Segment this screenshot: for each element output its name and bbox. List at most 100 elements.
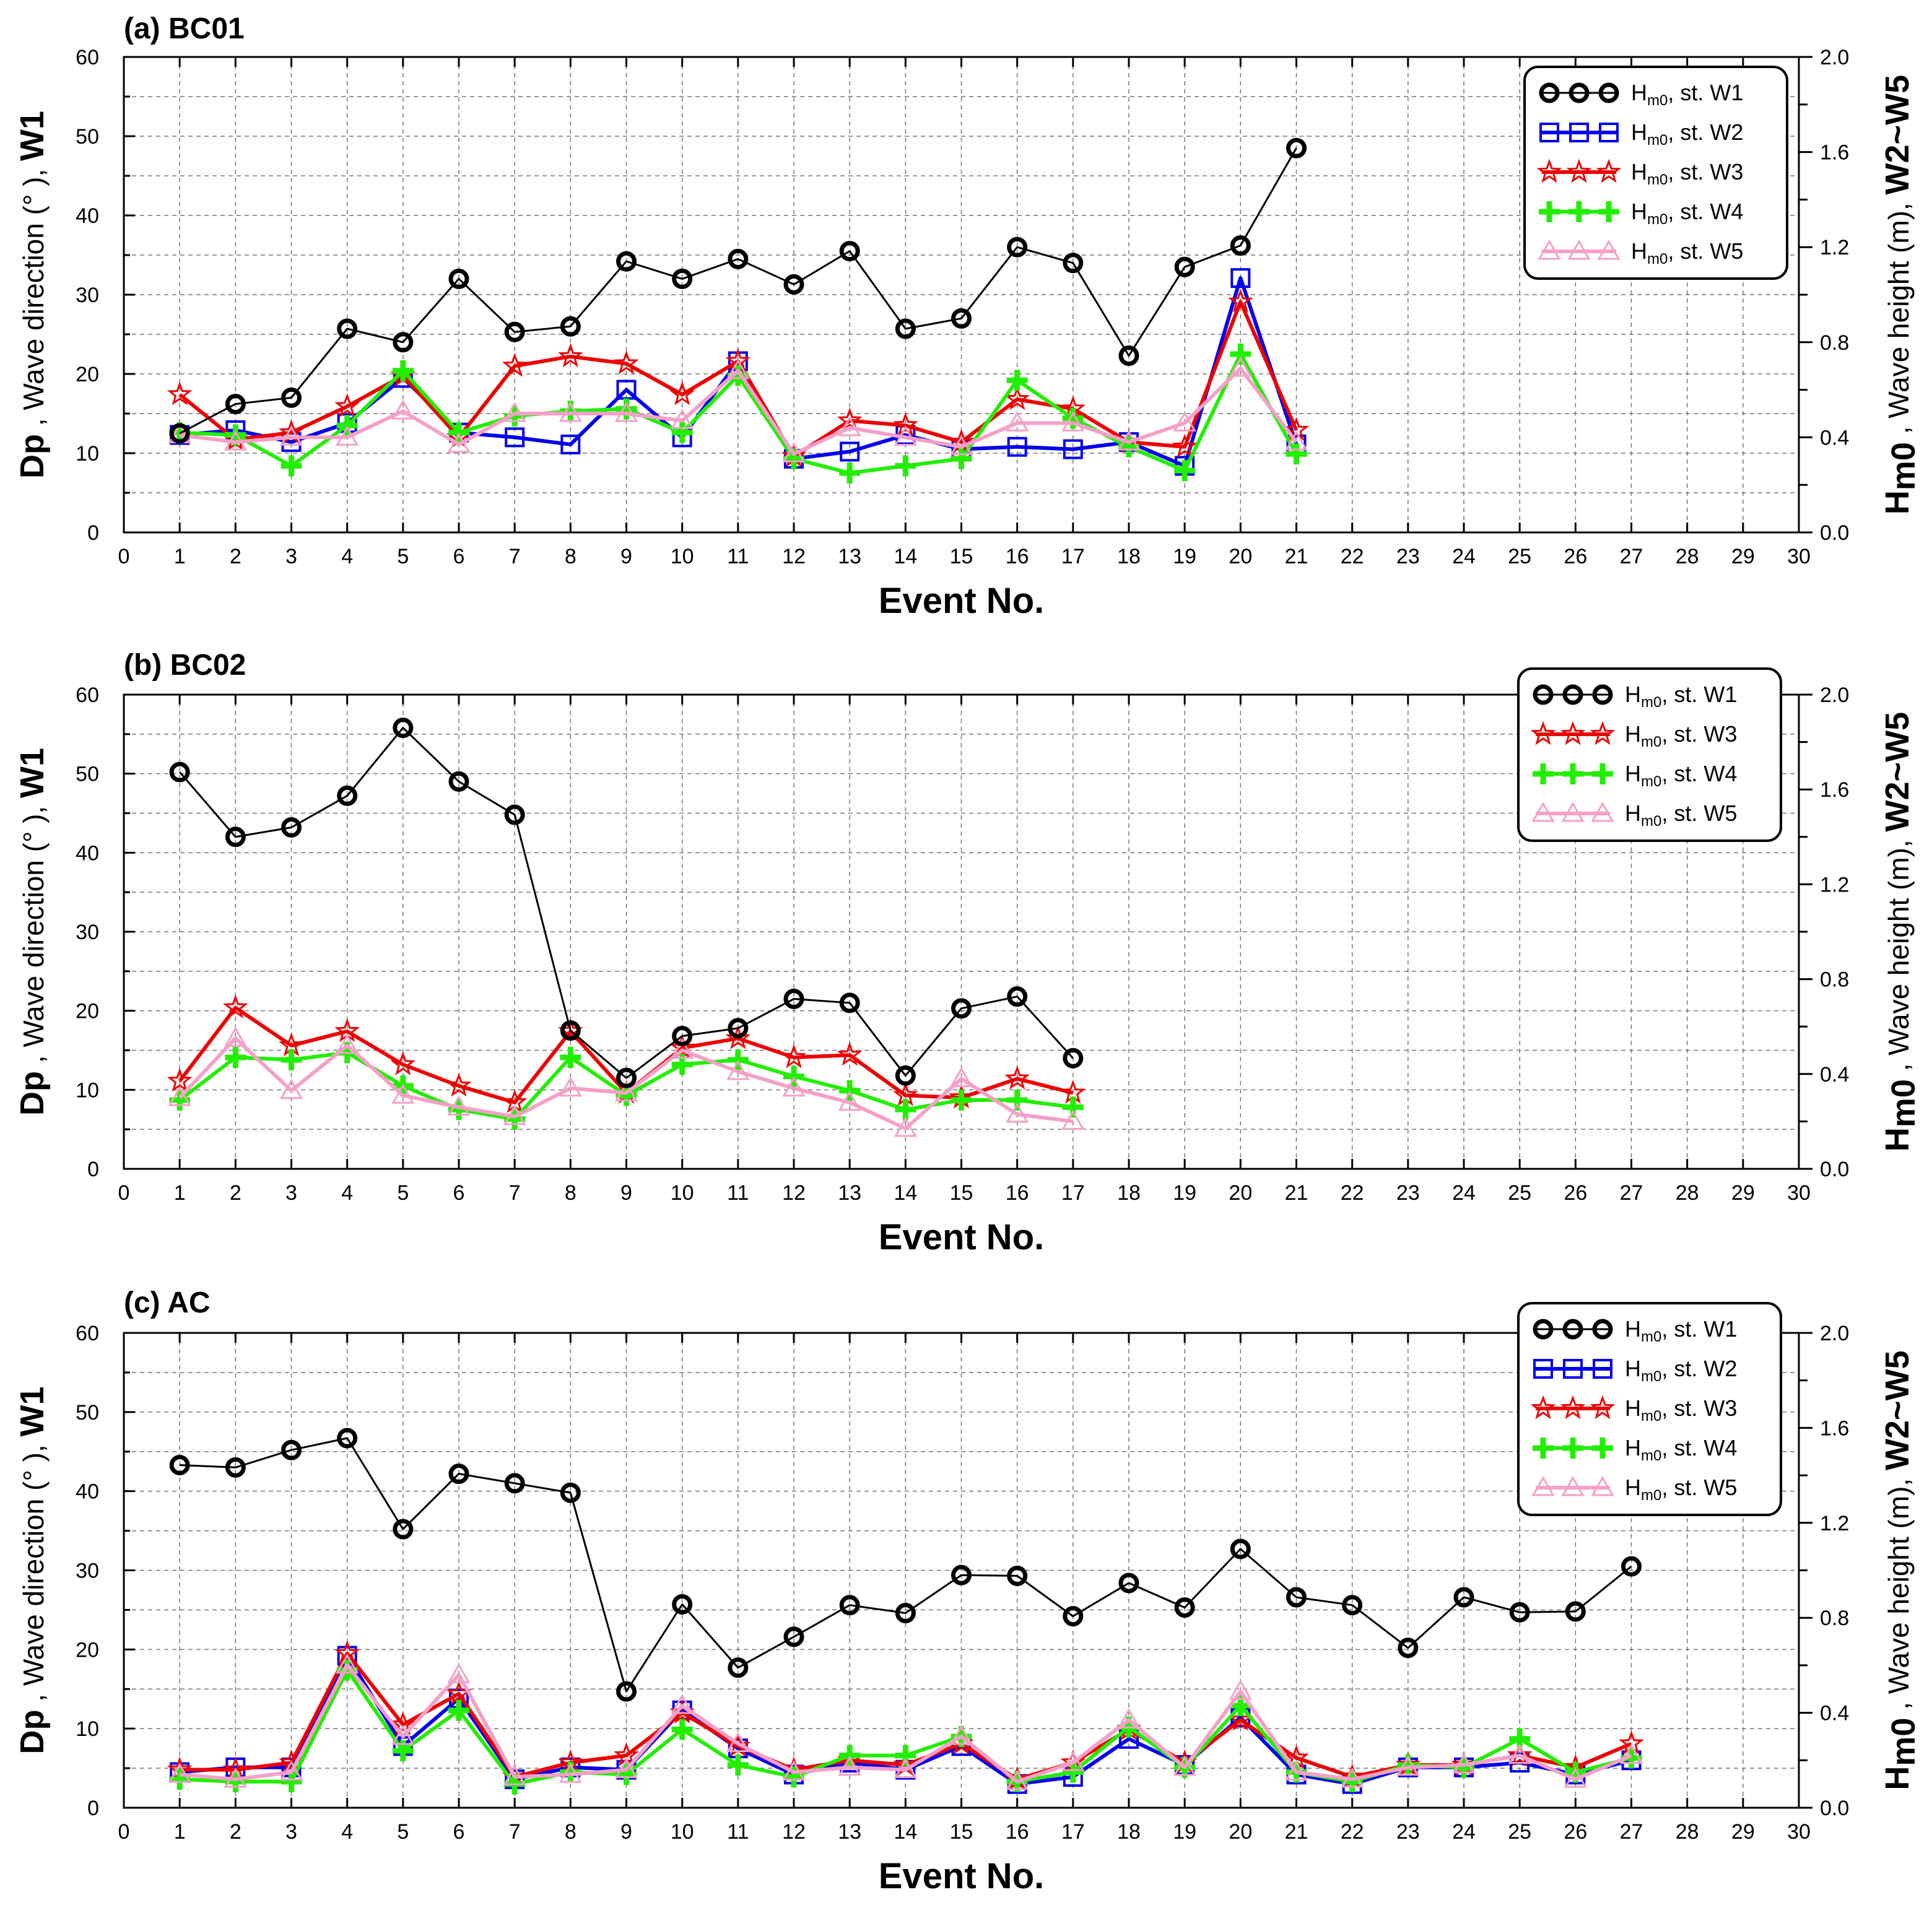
x-tick-label: 7 [509,1820,521,1844]
y-right-tick-label: 0.0 [1820,1797,1849,1820]
data-point [614,350,639,375]
legend-label: Hm0, st. W1 [1625,682,1737,711]
data-point [783,1626,804,1647]
legend-label-rest: , st. W3 [1668,159,1743,184]
x-tick-label: 15 [950,1181,973,1205]
x-tick-label: 28 [1676,1820,1699,1844]
data-point [614,1758,638,1779]
y-right-label-prefix: H [1879,1766,1916,1790]
data-point [168,1763,191,1783]
y-right-tick-label: 2.0 [1820,1322,1849,1345]
legend-box [1517,667,1782,842]
panel-title: (a) BC01 [124,12,245,45]
legend-marker [1569,201,1590,222]
legend-marker [1561,1475,1585,1496]
data-point [1565,1601,1586,1622]
x-tick-label: 27 [1620,1820,1643,1844]
y-right-tick-label: 1.6 [1820,141,1849,165]
data-point [894,1116,917,1137]
data-point [393,332,414,353]
x-tick-label: 5 [397,545,409,568]
y-right-tick-label: 0.4 [1820,1702,1849,1725]
data-point [1063,1048,1084,1069]
x-tick-label: 2 [230,1820,242,1844]
data-point [1341,1767,1364,1788]
x-tick-label: 12 [782,545,806,568]
x-tick-label: 7 [509,545,521,568]
x-tick-label: 19 [1173,1181,1196,1205]
data-point [1452,1753,1476,1774]
data-point [169,1454,190,1475]
data-point [336,425,359,446]
data-point [725,1025,751,1049]
y-left-label-prefix: Dp [14,1710,51,1755]
legend-label-rest: , st. W4 [1661,1435,1737,1460]
x-tick-label: 9 [620,1820,632,1844]
x-tick-label: 27 [1620,545,1643,568]
chart-panel-3: 0 1 2 3 4 5 6 7 8 9 10 11 12 13 14 15 16 17 18 19 20 21 22 23 24… [14,1286,1922,1896]
data-point [728,1657,749,1678]
x-tick-label: 23 [1396,1181,1420,1205]
data-point [1007,436,1027,457]
y-left-label-suffix: W1 [14,1386,51,1436]
legend-marker [1569,82,1590,103]
y-right-label-sub: m0 [1885,442,1922,490]
legend-label-sub: m0 [1641,734,1661,750]
data-point [1230,235,1251,256]
legend-marker [1531,1475,1555,1496]
x-tick-label: 17 [1061,1820,1085,1844]
y-left-label-text: , Wave direction (° ), [17,798,50,1071]
data-point [1062,1761,1084,1783]
data-point [223,994,248,1018]
x-tick-label: 14 [894,545,917,568]
legend-label-sub: m0 [1641,1368,1661,1385]
data-point [279,1760,303,1781]
data-point [224,430,247,451]
legend-marker [1592,684,1613,705]
legend-marker [1567,239,1591,260]
y-left-tick-label: 20 [76,1638,99,1662]
y-left-tick-label: 40 [76,841,99,865]
y-left-tick-label: 60 [76,46,99,69]
data-point [560,1482,581,1503]
legend-marker [1533,684,1554,705]
series-hm0-st-w1 [169,137,1307,444]
data-point [448,1699,469,1721]
y-right-tick-label: 0.4 [1820,426,1849,449]
legend-label-rest: , st. W5 [1661,1475,1737,1500]
x-tick-label: 5 [397,1820,409,1844]
y-left-tick-label: 40 [76,204,99,228]
data-point [838,1090,861,1111]
data-point [337,785,358,806]
data-point [894,425,917,446]
chart-panel-1: 0 1 2 3 4 5 6 7 8 9 10 11 12 13 14 15 16 17 18 19 20 21 22 23 24… [14,12,1922,621]
data-point [1007,236,1028,258]
x-tick-label: 25 [1508,545,1531,568]
data-point [671,1719,693,1740]
y-left-tick-label: 10 [76,1078,99,1102]
data-point [334,393,360,417]
legend-marker [1598,82,1619,103]
y-right-tick-label: 1.2 [1820,873,1849,896]
data-point [502,352,528,377]
data-point [167,381,193,406]
x-tick-label: 29 [1731,545,1755,568]
data-point [949,435,973,456]
legend-marker [1591,1475,1614,1496]
legend-label: Hm0, st. W4 [1625,1435,1737,1464]
data-point [336,1033,359,1054]
data-point [1229,1680,1252,1700]
data-point [281,387,302,408]
legend-label: Hm0, st. W1 [1631,80,1743,109]
y-left-tick-label: 30 [76,1559,99,1583]
legend-label: Hm0, st. W2 [1631,119,1743,149]
legend-label-sub: m0 [1641,773,1661,790]
x-tick-label: 26 [1564,1820,1587,1844]
data-point [1006,411,1029,432]
legend-marker [1569,123,1589,142]
legend-label-rest: , st. W1 [1661,1316,1737,1342]
legend-label-sub: m0 [1647,171,1668,188]
y-left-axis-label: Dp , Wave direction (° ), W1 [14,111,51,479]
